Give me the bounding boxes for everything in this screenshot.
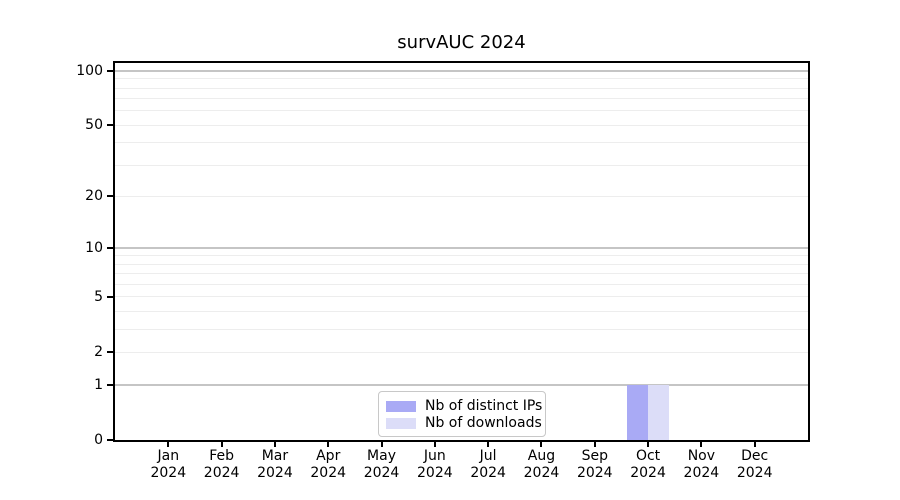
x-tick-month: Aug [527,448,556,464]
x-axis-tick-label: May 2024 [364,448,400,482]
x-tick-month: Jan [157,448,180,464]
gridline-minor [115,351,808,353]
x-tick-month: Jul [479,448,497,464]
x-tick-year: 2024 [630,465,666,481]
gridline-minor [115,124,808,126]
y-axis-tick-label: 1 [94,376,103,393]
gridline-minor [115,273,808,275]
x-tick-month: Sep [581,448,608,464]
x-axis-tick-label: Sep 2024 [577,448,613,482]
x-tick-month: Mar [261,448,289,464]
x-axis-tick [593,440,596,447]
bar-nb-of-distinct-ips-oct-2024 [627,384,649,440]
gridline-minor [115,296,808,298]
x-tick-year: 2024 [736,465,773,481]
gridline-minor [115,195,808,197]
y-axis-tick [107,295,114,298]
x-axis-tick-label: Jul 2024 [470,448,506,482]
gridline-minor [115,263,808,265]
x-axis-tick [647,440,650,447]
x-tick-month: Dec [741,448,769,464]
gridline-minor [115,328,808,330]
gridline-major [115,69,808,72]
chart-title: survAUC 2024 [397,32,526,53]
x-tick-year: 2024 [470,465,506,481]
y-axis-tick-label: 20 [85,188,103,205]
y-axis-tick [107,351,114,354]
gridline-minor [115,78,808,80]
x-tick-month: Feb [209,448,235,464]
y-axis-tick-label: 10 [85,240,103,257]
gridline-minor [115,98,808,100]
gridline-minor [115,164,808,166]
x-tick-month: Apr [316,448,341,464]
y-axis-tick [107,195,114,198]
y-axis-tick [107,124,114,127]
gridline-minor [115,87,808,89]
x-tick-year: 2024 [150,465,187,481]
x-axis-tick-label: Mar 2024 [257,448,293,482]
legend-label-distinct-ips: Nb of distinct IPs [425,398,543,414]
legend-label-downloads: Nb of downloads [425,415,542,431]
gridline-minor [115,310,808,312]
bar-nb-of-downloads-oct-2024 [648,384,670,440]
x-tick-year: 2024 [523,465,560,481]
x-tick-month: Nov [687,448,716,464]
x-axis-tick-label: Nov 2024 [684,448,720,482]
x-axis-tick [327,440,330,447]
y-axis-tick-label: 50 [85,117,103,134]
y-axis-tick-label: 100 [76,62,103,79]
x-tick-year: 2024 [576,465,613,481]
x-axis-tick [753,440,756,447]
x-axis-tick-label: Jun 2024 [417,448,453,482]
y-axis-tick [107,439,114,441]
x-tick-year: 2024 [417,465,453,481]
gridline-minor [115,255,808,257]
x-axis-tick [540,440,543,447]
gridline-minor [115,142,808,144]
x-axis-tick [273,440,276,447]
y-axis-tick [107,247,114,250]
x-tick-month: Oct [635,448,661,464]
legend-swatch-distinct-ips [386,401,416,412]
x-tick-year: 2024 [310,465,347,481]
x-axis-tick [220,440,223,447]
x-tick-year: 2024 [683,465,720,481]
x-axis-tick [380,440,383,447]
gridline-major [115,247,808,250]
x-axis-tick-label: Oct 2024 [630,448,666,482]
x-axis-tick [487,440,490,447]
gridline-minor [115,283,808,285]
legend-item-downloads: Nb of downloads [386,415,542,432]
x-tick-year: 2024 [203,465,240,481]
x-axis-tick-label: Apr 2024 [310,448,346,482]
x-axis-tick-label: Feb 2024 [204,448,240,482]
legend: Nb of distinct IPs Nb of downloads [378,391,546,437]
y-axis-tick [107,69,114,72]
x-axis-tick [433,440,436,447]
gridline-major [115,383,808,386]
x-tick-month: May [367,448,397,464]
y-axis-tick-label: 5 [94,288,103,305]
x-tick-year: 2024 [257,465,293,481]
x-axis-tick [700,440,703,447]
x-tick-year: 2024 [363,465,400,481]
x-axis-tick-label: Aug 2024 [524,448,560,482]
plot-area: 0 1 2 5 10 20 50 100 Jan 2024 Feb 2024 Mar 2024 Apr 202… [76,61,810,481]
x-axis-tick-label: Jan 2024 [150,448,186,482]
legend-swatch-downloads [386,418,416,429]
x-axis-tick [167,440,170,447]
y-axis-tick-label: 0 [94,432,103,448]
y-axis-tick [107,383,114,386]
gridline-minor [115,110,808,112]
x-tick-month: Jun [423,448,446,464]
legend-item-distinct-ips: Nb of distinct IPs [386,398,542,415]
y-axis-tick-label: 2 [94,344,103,361]
x-axis-tick-label: Dec 2024 [737,448,773,482]
